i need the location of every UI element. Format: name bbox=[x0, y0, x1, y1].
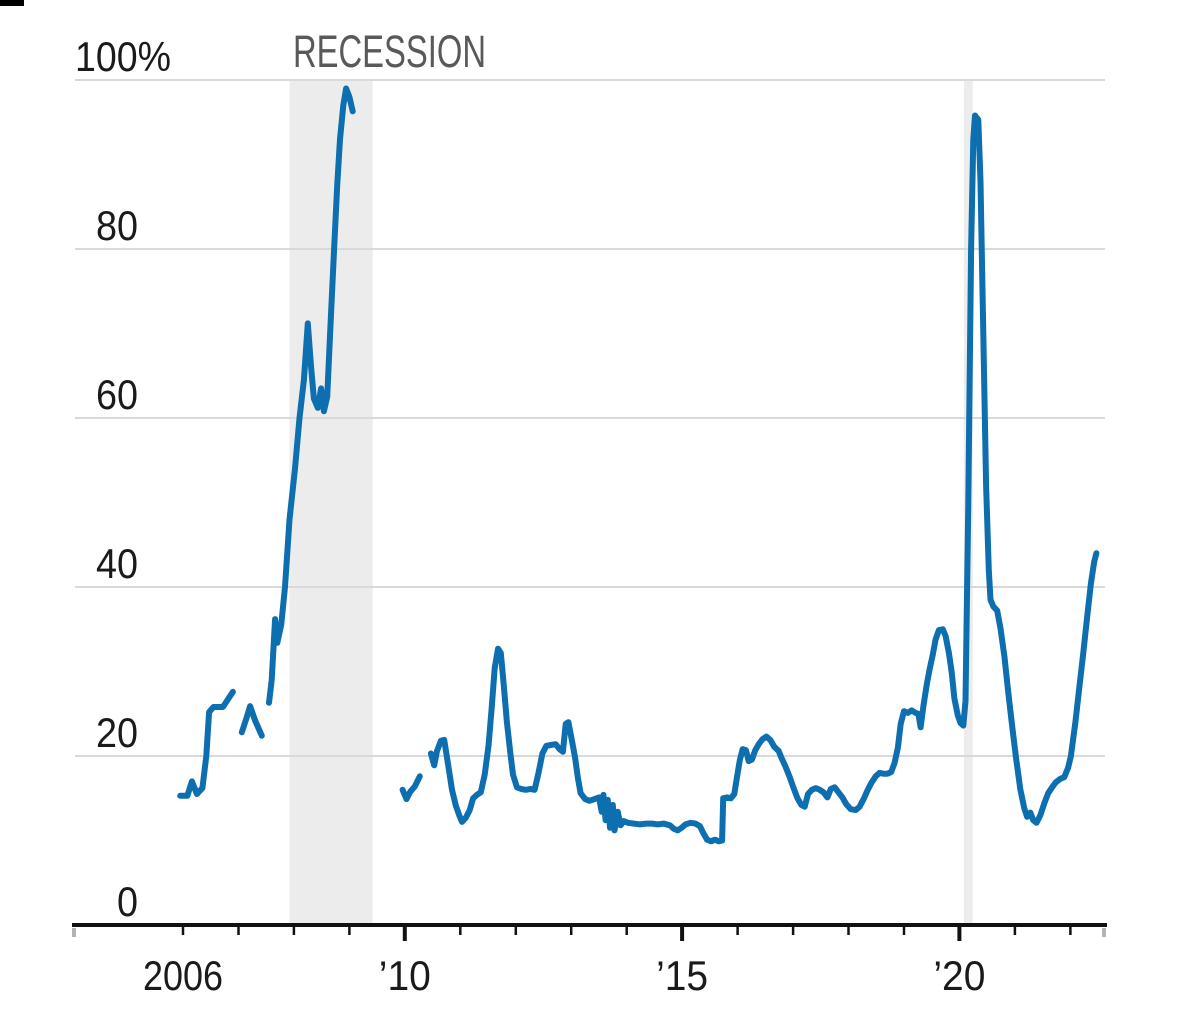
x-tick-label: ’15 bbox=[656, 952, 708, 999]
data-line-segment bbox=[238, 703, 265, 739]
recession-band bbox=[289, 80, 373, 923]
data-line-segment bbox=[427, 112, 1100, 845]
x-axis bbox=[72, 923, 1107, 941]
data-line-segment bbox=[177, 688, 236, 799]
axis-right-end-mark bbox=[1102, 928, 1106, 937]
y-tick-label: 100% bbox=[75, 33, 171, 80]
axis-left-end-mark bbox=[72, 928, 76, 937]
y-tick-label: 40 bbox=[96, 540, 138, 587]
x-tick-label: 2006 bbox=[143, 952, 223, 999]
y-tick-label: 80 bbox=[96, 202, 138, 249]
y-tick-label: 0 bbox=[117, 878, 138, 925]
crop-artifact-mark bbox=[0, 0, 24, 6]
y-tick-label: 60 bbox=[96, 371, 138, 418]
gridlines bbox=[72, 79, 1106, 937]
data-line bbox=[177, 85, 1100, 845]
recession-bands bbox=[289, 80, 973, 923]
x-tick-label: ’20 bbox=[933, 952, 985, 999]
data-line-segment bbox=[266, 85, 356, 706]
y-tick-label: 20 bbox=[96, 709, 138, 756]
x-tick-label: ’10 bbox=[379, 952, 431, 999]
data-line-segment bbox=[399, 773, 423, 803]
recession-annotation-label: RECESSION bbox=[293, 26, 486, 77]
